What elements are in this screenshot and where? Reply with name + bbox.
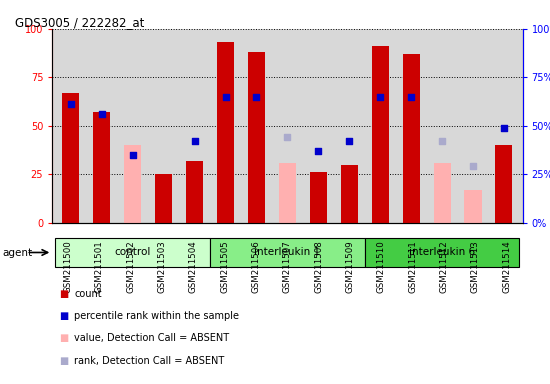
Text: count: count xyxy=(74,289,102,299)
Point xyxy=(128,152,137,158)
Point xyxy=(252,94,261,100)
Bar xyxy=(341,164,358,223)
Bar xyxy=(62,93,79,223)
Bar xyxy=(279,162,296,223)
Point xyxy=(438,138,447,144)
Point xyxy=(67,101,75,108)
Text: GSM211509: GSM211509 xyxy=(345,240,355,293)
Text: GSM211505: GSM211505 xyxy=(220,240,229,293)
Text: GSM211513: GSM211513 xyxy=(471,240,480,293)
Text: GSM211501: GSM211501 xyxy=(95,240,104,293)
Bar xyxy=(217,42,234,223)
Bar xyxy=(124,145,141,223)
Bar xyxy=(94,112,110,223)
Bar xyxy=(56,238,210,267)
Point xyxy=(469,164,477,170)
Text: interleukin 6: interleukin 6 xyxy=(409,247,475,258)
Bar xyxy=(496,145,513,223)
Text: GSM211510: GSM211510 xyxy=(377,240,386,293)
Point xyxy=(283,134,292,141)
Text: GSM211502: GSM211502 xyxy=(126,240,135,293)
Text: GSM211500: GSM211500 xyxy=(63,240,73,293)
Text: GSM211506: GSM211506 xyxy=(251,240,261,293)
Bar xyxy=(210,238,365,267)
Point xyxy=(221,94,230,100)
Text: ■: ■ xyxy=(59,356,68,366)
Text: GSM211503: GSM211503 xyxy=(157,240,167,293)
Bar xyxy=(186,161,203,223)
Text: value, Detection Call = ABSENT: value, Detection Call = ABSENT xyxy=(74,333,229,343)
Text: GDS3005 / 222282_at: GDS3005 / 222282_at xyxy=(15,16,144,29)
Text: GSM211511: GSM211511 xyxy=(408,240,417,293)
Bar xyxy=(465,190,481,223)
Bar xyxy=(403,54,420,223)
Text: GSM211507: GSM211507 xyxy=(283,240,292,293)
Text: GSM211504: GSM211504 xyxy=(189,240,198,293)
Text: interleukin 1: interleukin 1 xyxy=(254,247,321,258)
Text: rank, Detection Call = ABSENT: rank, Detection Call = ABSENT xyxy=(74,356,224,366)
Point xyxy=(499,125,508,131)
Bar xyxy=(365,238,519,267)
Text: GSM211508: GSM211508 xyxy=(314,240,323,293)
Point xyxy=(190,138,199,144)
Point xyxy=(314,148,323,154)
Bar xyxy=(155,174,172,223)
Point xyxy=(345,138,354,144)
Text: GSM211512: GSM211512 xyxy=(439,240,449,293)
Bar xyxy=(372,46,389,223)
Text: ■: ■ xyxy=(59,333,68,343)
Text: agent: agent xyxy=(3,248,33,258)
Text: ■: ■ xyxy=(59,311,68,321)
Bar xyxy=(433,162,450,223)
Point xyxy=(376,94,384,100)
Text: GSM211514: GSM211514 xyxy=(502,240,512,293)
Bar xyxy=(248,52,265,223)
Text: control: control xyxy=(114,247,151,258)
Text: ■: ■ xyxy=(59,289,68,299)
Bar xyxy=(310,172,327,223)
Point xyxy=(407,94,416,100)
Text: percentile rank within the sample: percentile rank within the sample xyxy=(74,311,239,321)
Point xyxy=(97,111,106,117)
